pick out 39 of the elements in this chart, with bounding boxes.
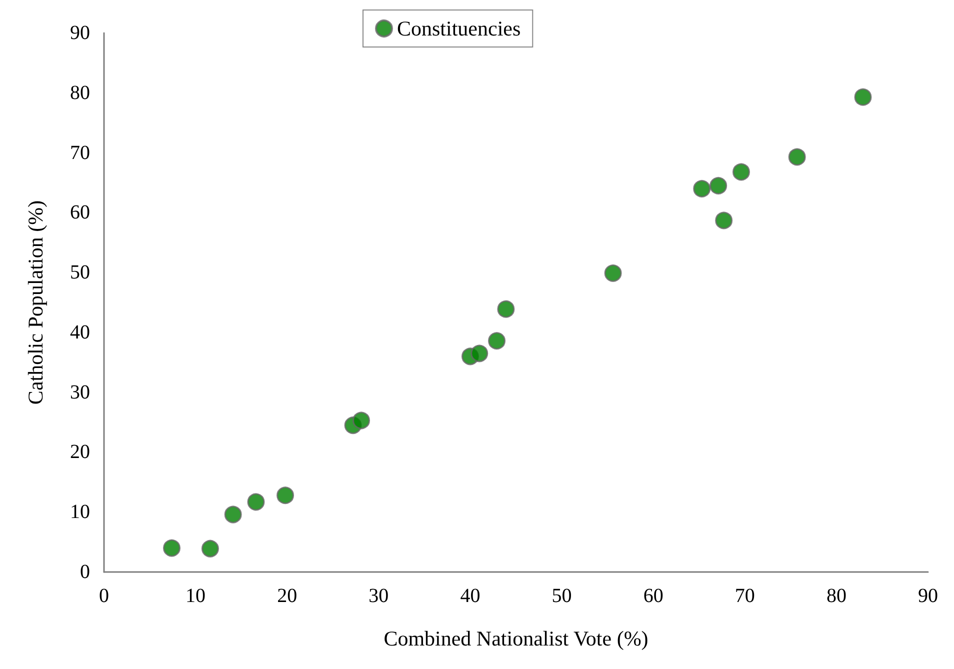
x-tick-label: 10 <box>186 585 206 607</box>
y-tick-label: 20 <box>70 441 90 464</box>
point <box>224 506 242 524</box>
x-tick-label: 70 <box>734 585 755 607</box>
point <box>497 300 515 318</box>
point <box>604 264 622 282</box>
x-tick-label: 90 <box>918 585 938 607</box>
y-tick-label: 50 <box>70 262 90 284</box>
x-tick-label: 50 <box>552 585 572 607</box>
point <box>732 163 750 181</box>
point <box>470 344 488 362</box>
x-axis-title: Combined Nationalist Vote (%) <box>384 626 648 650</box>
point <box>488 332 506 350</box>
point <box>715 212 733 230</box>
y-tick-label: 0 <box>80 561 90 583</box>
y-tick-label: 60 <box>70 202 90 224</box>
y-tick-label: 30 <box>70 381 90 404</box>
x-tick-label: 60 <box>643 585 664 607</box>
x-tick-label: 30 <box>368 585 389 607</box>
y-tick-label: 70 <box>70 142 90 164</box>
x-tick-label: 40 <box>460 585 480 607</box>
point <box>201 540 219 558</box>
x-tick-label: 80 <box>826 585 846 607</box>
point <box>247 493 265 511</box>
point <box>854 88 872 106</box>
point <box>788 148 806 166</box>
x-tick-label: 0 <box>99 585 109 607</box>
y-tick-label: 10 <box>70 501 90 524</box>
x-tick-label: 20 <box>277 585 298 607</box>
point <box>276 486 294 504</box>
y-axis-title: Catholic Population (%) <box>24 200 48 405</box>
point <box>710 176 728 194</box>
point <box>693 180 711 198</box>
point <box>352 412 370 430</box>
y-tick-label: 90 <box>70 22 90 44</box>
y-tick-label: 40 <box>70 321 90 344</box>
point <box>163 539 180 557</box>
y-tick-label: 80 <box>70 82 90 104</box>
legend-label: Constituencies <box>397 16 521 40</box>
